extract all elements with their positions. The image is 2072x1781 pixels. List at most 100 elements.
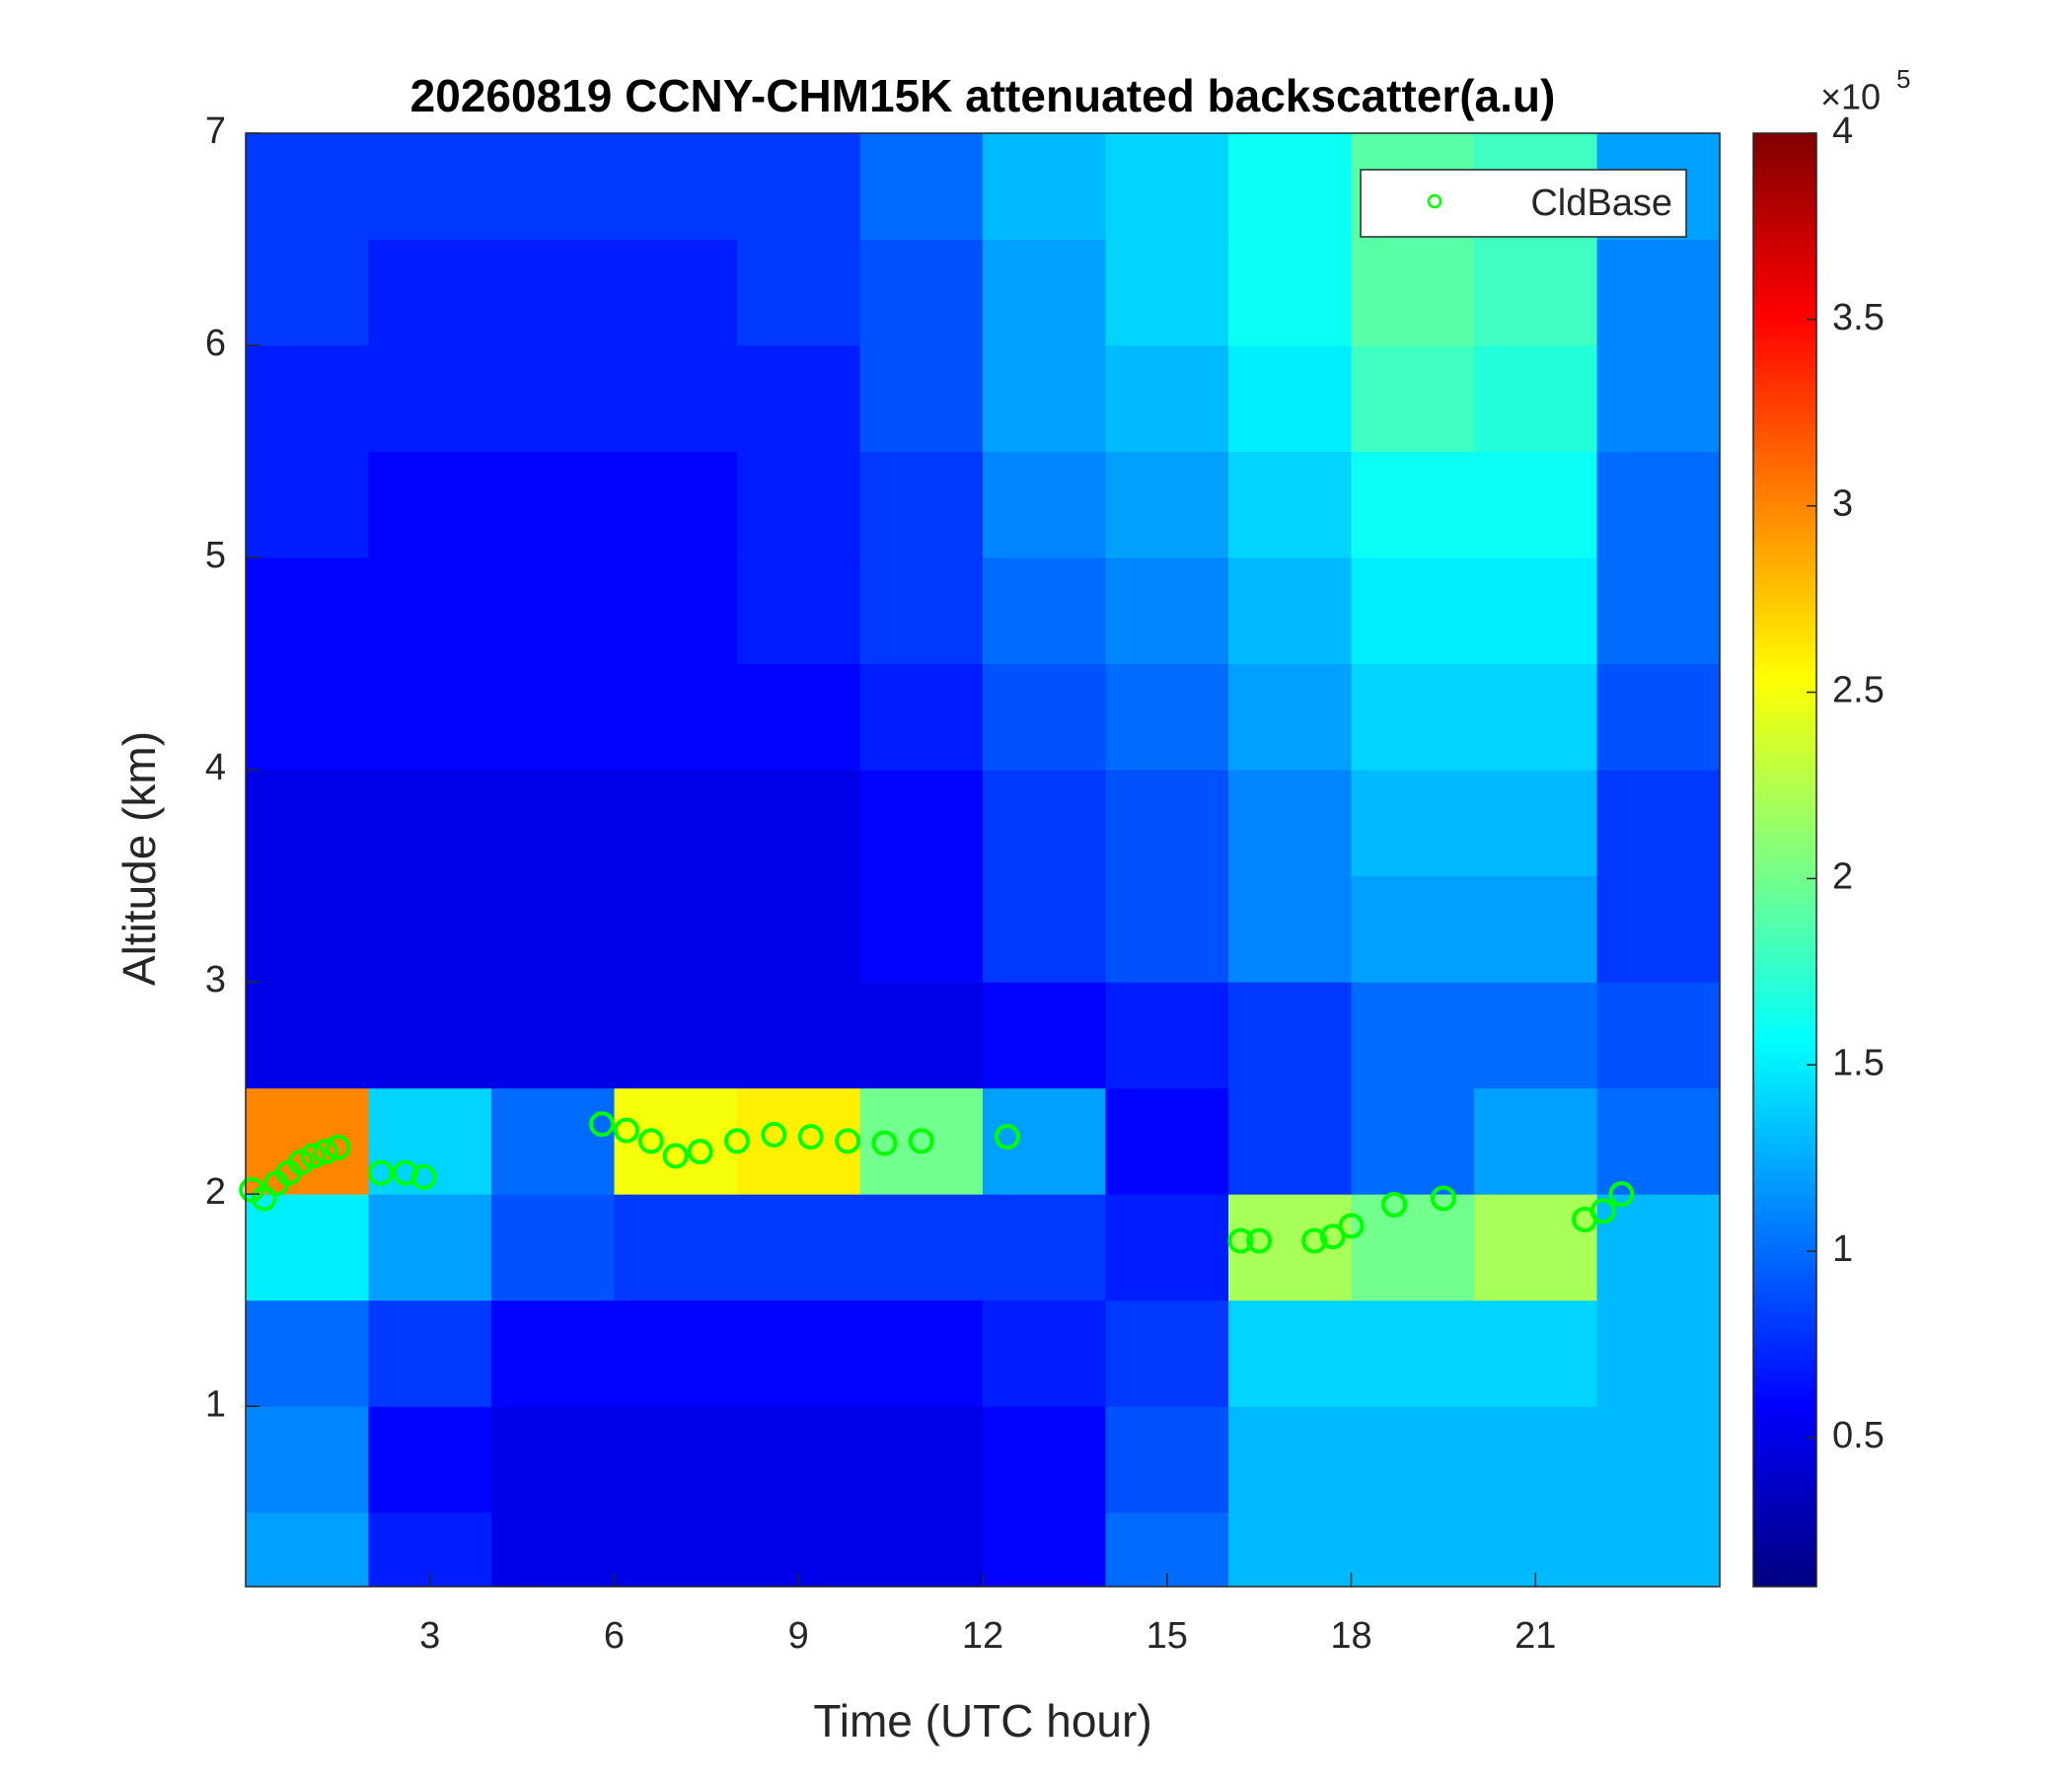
heatmap-cell [983, 1087, 1106, 1195]
heatmap-cell [1105, 133, 1229, 241]
colorbar-multiplier: ×10 [1820, 77, 1881, 117]
colorbar-tick-label: 1 [1832, 1228, 1853, 1270]
heatmap-cell [614, 239, 738, 346]
heatmap-cell [491, 875, 615, 983]
heatmap-cell [1105, 557, 1229, 665]
heatmap-cell [737, 982, 860, 1089]
y-tick-label: 4 [205, 747, 226, 788]
heatmap-cell [1105, 875, 1229, 983]
heatmap-cell [983, 557, 1106, 665]
colorbar-tick-label: 4 [1832, 111, 1853, 152]
heatmap-cell [1105, 1087, 1229, 1195]
heatmap-cell [368, 1087, 492, 1195]
heatmap-cell [246, 239, 369, 346]
heatmap-cell [246, 1512, 369, 1588]
heatmap-cell [1596, 557, 1721, 665]
cloud-base-point [687, 1139, 713, 1165]
x-tick-label: 21 [1515, 1615, 1556, 1657]
heatmap-cell [246, 345, 369, 453]
cloud-base-point [325, 1134, 351, 1160]
y-tick-label: 3 [205, 959, 226, 1001]
heatmap-cell [246, 1406, 369, 1514]
y-tick-label: 2 [205, 1171, 226, 1213]
cloud-base-point [637, 1128, 664, 1154]
heatmap-cell [1596, 451, 1721, 558]
heatmap-cell [737, 1194, 860, 1301]
heatmap-cell [1351, 1406, 1475, 1514]
colorbar [1752, 132, 1817, 1588]
heatmap-cell [614, 451, 738, 558]
cloud-base-point [288, 1149, 315, 1175]
legend-marker [1427, 193, 1443, 209]
heatmap-cell [1596, 239, 1721, 346]
cloud-base-point [662, 1143, 689, 1169]
heatmap-cell [1228, 875, 1352, 983]
heatmap-cell [737, 1299, 860, 1407]
heatmap-cell [246, 663, 369, 771]
x-tick-label: 3 [419, 1615, 440, 1657]
heatmap-cell [983, 345, 1106, 453]
heatmap-cell [614, 663, 738, 771]
cloud-base-point [994, 1124, 1020, 1150]
cloud-base-point [1227, 1227, 1254, 1254]
colorbar-tick-label: 3 [1832, 483, 1853, 525]
heatmap-cell [859, 1087, 984, 1195]
heatmap-cell [1105, 770, 1229, 877]
heatmap-cell [1228, 345, 1352, 453]
colorbar-exponent: 5 [1896, 64, 1910, 94]
heatmap-cell [246, 1087, 369, 1195]
heatmap-cell [1228, 1087, 1352, 1195]
heatmap-cell [246, 1299, 369, 1407]
heatmap-cell [246, 770, 369, 877]
cloud-base-point [1430, 1185, 1456, 1212]
heatmap-cell [491, 557, 615, 665]
heatmap-cell [1474, 451, 1597, 558]
cloud-base-point [1338, 1213, 1365, 1239]
heatmap-cell [1228, 1512, 1352, 1588]
heatmap-cell [614, 770, 738, 877]
heatmap-cell [368, 451, 492, 558]
heatmap-cell [1228, 133, 1352, 241]
y-axis-label: Altitude (km) [113, 731, 165, 986]
colorbar-tick-label: 1.5 [1832, 1042, 1885, 1083]
heatmap-cell [246, 451, 369, 558]
heatmap-cell [1474, 1299, 1597, 1407]
heatmap-cell [1474, 345, 1597, 453]
heatmap-cell [1228, 1406, 1352, 1514]
cloud-base-point [392, 1159, 418, 1186]
x-tick-label: 15 [1147, 1615, 1188, 1657]
heatmap-cell [491, 1087, 615, 1195]
heatmap-cell [1596, 1194, 1721, 1301]
heatmap-cell [1105, 239, 1229, 346]
x-tick-label: 12 [962, 1615, 1003, 1657]
heatmap-cell [1228, 770, 1352, 877]
heatmap-cell [983, 239, 1106, 346]
heatmap-cell [246, 557, 369, 665]
cloud-base-point [1301, 1227, 1328, 1254]
cloud-base-point [410, 1163, 437, 1190]
heatmap-cell [1596, 1299, 1721, 1407]
heatmap-cell [737, 239, 860, 346]
heatmap-cell [1228, 663, 1352, 771]
heatmap-cell [737, 1406, 860, 1514]
heatmap-cell [859, 770, 984, 877]
heatmap-cell [1596, 770, 1721, 877]
heatmap-cell [491, 451, 615, 558]
heatmap-cell [246, 982, 369, 1089]
heatmap-cell [368, 663, 492, 771]
heatmap-cell [614, 982, 738, 1089]
cloud-base-point [613, 1117, 639, 1144]
cloud-base-point [1608, 1181, 1635, 1208]
heatmap-cell [368, 345, 492, 453]
heatmap-cell [1596, 875, 1721, 983]
heatmap-cell [983, 451, 1106, 558]
cloud-base-point [761, 1121, 787, 1148]
heatmap-cell [983, 875, 1106, 983]
heatmap-cell [983, 133, 1106, 241]
y-tick-label: 7 [205, 111, 226, 152]
heatmap-cell [1596, 1512, 1721, 1588]
cloud-base-point [1319, 1224, 1346, 1250]
heatmap-cell [1351, 451, 1475, 558]
heatmap-cell [1596, 663, 1721, 771]
heatmap-cell [1105, 1299, 1229, 1407]
